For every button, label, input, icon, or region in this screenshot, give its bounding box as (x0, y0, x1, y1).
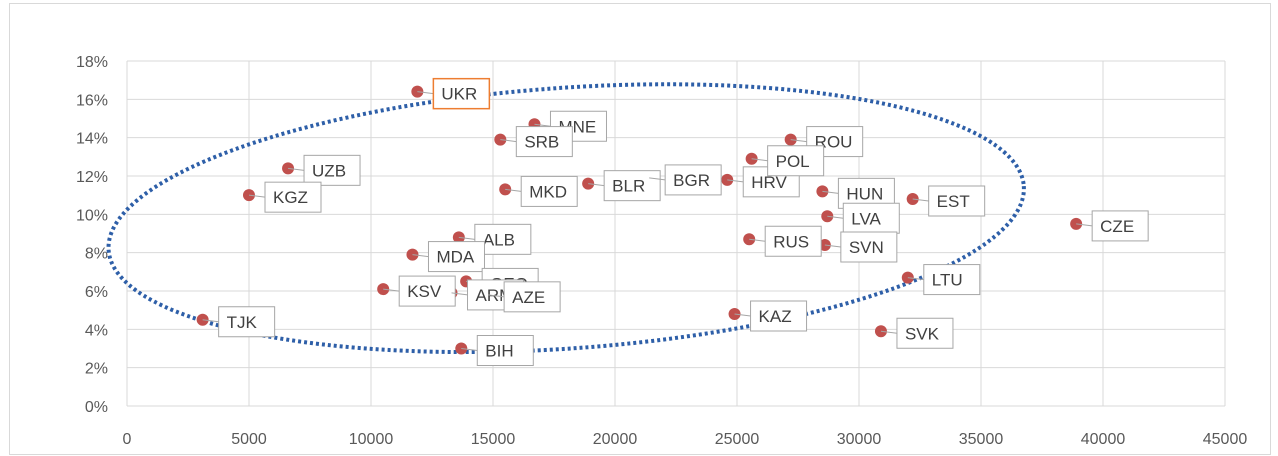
data-label-hrv: HRV (727, 166, 800, 198)
data-label-mda: MDA (412, 241, 485, 273)
y-tick-label: 6% (85, 284, 108, 301)
data-label-ukr: UKR (417, 77, 491, 110)
x-tick-label: 40000 (1081, 431, 1126, 448)
x-tick-label: 15000 (471, 431, 516, 448)
data-label-aze: AZE (488, 281, 561, 313)
gridlines (126, 60, 1226, 407)
svg-text:LVA: LVA (851, 209, 881, 228)
svg-text:MKD: MKD (529, 182, 567, 201)
data-label-ksv: KSV (383, 275, 456, 307)
x-tick-label: 20000 (593, 431, 638, 448)
data-label-kaz: KAZ (734, 300, 808, 332)
y-tick-label: 12% (76, 169, 108, 186)
data-label-srb: SRB (500, 126, 573, 158)
chart-frame (9, 3, 1271, 455)
x-tick-label: 30000 (837, 431, 882, 448)
y-tick-label: 4% (85, 322, 108, 339)
y-axis-ticks: 0% 2% 4% 6% 8% 10% 12% 14% 16% 18% (76, 54, 108, 416)
data-label-lva: LVA (827, 202, 900, 234)
svg-text:KAZ: KAZ (759, 307, 792, 326)
svg-text:KGZ: KGZ (273, 188, 308, 207)
svg-text:TJK: TJK (227, 313, 258, 332)
svg-text:KSV: KSV (407, 282, 442, 301)
x-axis-ticks: 0 5000 10000 15000 20000 25000 30000 35000 40000… (123, 431, 1248, 448)
svg-text:HRV: HRV (751, 173, 787, 192)
svg-text:BIH: BIH (485, 342, 513, 361)
svg-text:SVK: SVK (905, 324, 940, 343)
x-tick-label: 25000 (715, 431, 760, 448)
svg-text:UZB: UZB (312, 161, 346, 180)
svg-text:BGR: BGR (673, 171, 710, 190)
svg-text:ALB: ALB (483, 230, 515, 249)
x-tick-label: 45000 (1203, 431, 1248, 448)
svg-text:POL: POL (776, 152, 810, 171)
y-tick-label: 16% (76, 92, 108, 109)
svg-text:RUS: RUS (773, 232, 809, 251)
data-label-kgz: KGZ (248, 181, 322, 213)
data-label-bih: BIH (461, 335, 534, 366)
y-tick-label: 18% (76, 54, 108, 71)
x-tick-label: 5000 (231, 431, 267, 448)
data-label-svn: SVN (824, 231, 898, 263)
y-tick-label: 14% (76, 131, 108, 148)
data-label-rus: RUS (749, 225, 822, 257)
y-tick-label: 2% (85, 361, 108, 378)
data-label-est: EST (912, 185, 986, 217)
data-label-tjk: TJK (202, 306, 276, 338)
svg-text:HUN: HUN (846, 184, 883, 203)
x-tick-label: 0 (123, 431, 132, 448)
svg-text:MDA: MDA (436, 248, 474, 267)
svg-text:CZE: CZE (1100, 217, 1134, 236)
svg-text:LTU: LTU (932, 271, 963, 290)
svg-text:BLR: BLR (612, 177, 645, 196)
data-label-uzb: UZB (287, 154, 361, 186)
data-label-bgr: BGR (649, 164, 722, 196)
x-tick-label: 10000 (349, 431, 394, 448)
data-label-blr: BLR (588, 170, 661, 202)
data-label-ltu: LTU (907, 264, 981, 296)
y-tick-label: 10% (76, 207, 108, 224)
data-label-svk: SVK (880, 317, 954, 349)
data-label-cze: CZE (1076, 210, 1149, 242)
y-tick-label: 0% (85, 399, 108, 416)
svg-text:EST: EST (937, 192, 970, 211)
dotted-ellipse-annotation (106, 82, 1026, 355)
ellipse-annotation-layer (106, 82, 1026, 355)
y-tick-label: 8% (85, 246, 108, 263)
data-points (196, 85, 1083, 355)
svg-text:UKR: UKR (441, 85, 477, 104)
data-label-pol: POL (751, 145, 825, 177)
x-tick-label: 35000 (959, 431, 1004, 448)
point-mda (406, 248, 419, 261)
svg-text:AZE: AZE (512, 288, 545, 307)
data-label-mkd: MKD (505, 175, 578, 207)
svg-text:SVN: SVN (849, 238, 884, 257)
svg-text:SRB: SRB (524, 133, 559, 152)
